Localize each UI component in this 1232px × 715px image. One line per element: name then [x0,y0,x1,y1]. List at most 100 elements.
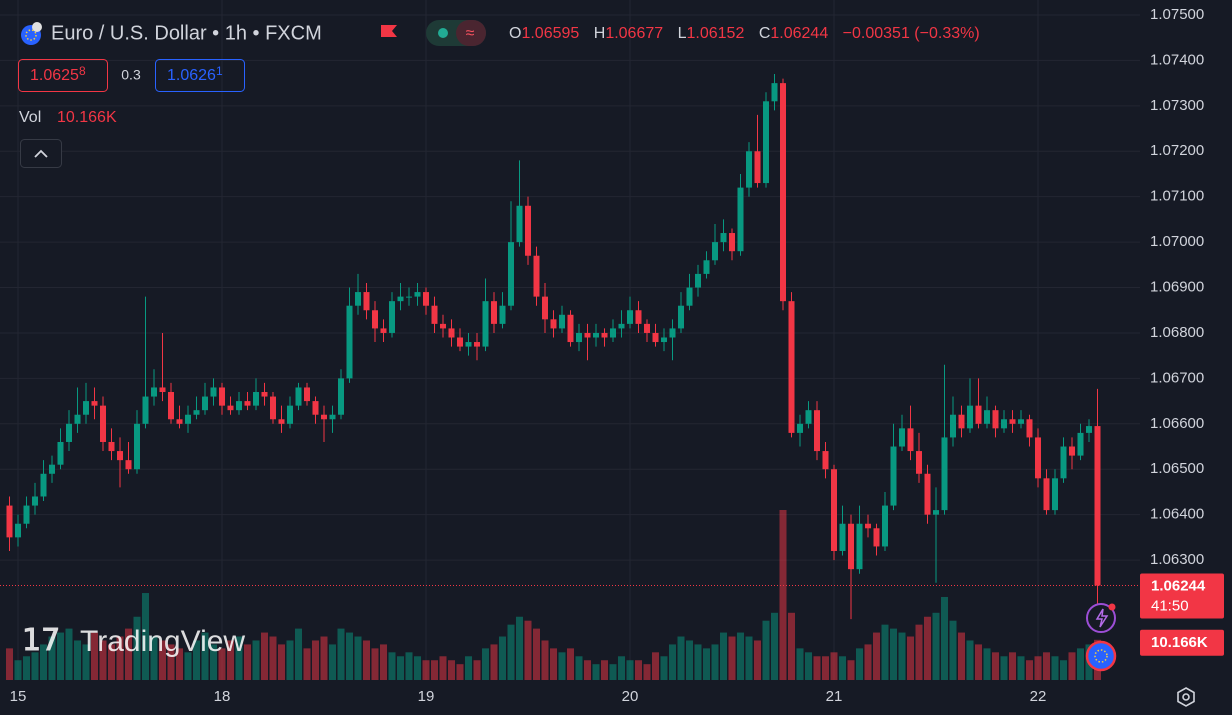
y-tick-label: 1.07400 [1150,51,1204,68]
candle-body [23,505,30,524]
volume-bar [244,644,251,680]
volume-bar [941,596,948,680]
volume-bar [142,593,149,680]
volume-bar [167,644,175,680]
candle-body [431,305,438,324]
candle-body [236,401,242,411]
volume-bar [507,624,515,680]
volume-bar [422,660,430,680]
candle-body [491,301,497,324]
candle-body [975,405,982,424]
candle-body [788,301,795,433]
candle-body [304,387,310,402]
candle-body [134,423,140,470]
volume-bar [796,648,804,680]
candle-body [890,446,897,506]
alert-icon[interactable] [1086,603,1116,633]
volume-bar [830,652,838,680]
volume-bar [762,620,770,680]
delay-icon: ≈ [466,25,475,42]
x-tick-label: 19 [418,688,435,705]
candle-body [576,332,582,343]
candle-body [661,337,667,343]
candle-body [389,301,395,333]
volume-bar [414,656,421,680]
candle-body [380,328,387,333]
candle-body [839,523,846,551]
volume-bar [686,640,693,680]
volume-bar [6,648,13,680]
volume-bar [915,624,923,680]
candle-body [992,410,999,429]
candle-body [91,401,98,406]
flag-icon[interactable] [381,25,397,37]
volume-bar [516,616,523,680]
volume-bar [456,664,464,680]
candle-body [465,342,472,347]
alert-bolt [1095,608,1109,628]
open-value: 1.06595 [521,25,579,42]
volume-bar [711,644,719,680]
volume-bar [193,640,200,680]
candle-body [329,414,336,420]
candle-body [270,396,276,420]
volume-bar [108,644,115,680]
market-open-dot [438,28,448,38]
last-price-label: 1.06244 [1151,577,1206,594]
candle-body [618,323,625,329]
volume-bar [448,660,455,680]
status-pill-right [456,20,486,46]
settings-icon[interactable] [1177,687,1195,707]
candle-body [627,310,633,324]
volume-bar [839,656,846,680]
volume-bar [346,632,353,680]
volume-bar [779,510,787,680]
volume-bar [669,644,676,680]
volume-bar [592,664,600,680]
candle-body [763,101,769,184]
x-tick-label: 15 [10,688,27,705]
candle-body [941,437,948,511]
candle-body [499,305,506,324]
volume-bar [601,660,608,680]
volume-layer [6,510,1101,680]
candle-body [440,323,446,329]
candle-body [924,473,931,515]
candle-body [865,523,871,529]
low-label: L [678,25,687,42]
volume-bar [286,640,294,680]
high-label: H [594,25,606,42]
volume-bar [737,632,744,680]
candle-body [686,287,693,306]
volume-bar [881,624,889,680]
volume-bar [703,648,710,680]
currency-icon[interactable] [1085,640,1117,672]
volume-bar [745,636,753,680]
candle-body [822,451,829,470]
volume-bar [524,620,532,680]
volume-bar [82,644,90,680]
overlay-layer: 𝟣𝟩 TradingView Euro / U.S. Dollar • 1h •… [0,6,1224,707]
volume-bar [575,656,583,680]
candle-body [695,273,701,288]
candle-body [151,387,157,397]
volume-bar [159,640,166,680]
volume-bar [1051,656,1059,680]
candle-body [1009,419,1016,424]
y-tick-label: 1.07500 [1150,6,1204,23]
candle-body [261,392,268,397]
y-tick-label: 1.07000 [1150,233,1204,250]
volume-bar [210,644,217,680]
volume-bar [609,664,617,680]
ask-price: 1.06261 [167,64,223,84]
collapse-button[interactable] [20,139,62,168]
sell-button[interactable] [18,59,108,92]
candle-body [1035,437,1041,479]
candle-body [159,387,166,393]
volume-bar [924,616,931,680]
close-value: 1.06244 [770,25,828,42]
buy-button[interactable] [155,59,245,92]
candle-body [1094,426,1101,586]
